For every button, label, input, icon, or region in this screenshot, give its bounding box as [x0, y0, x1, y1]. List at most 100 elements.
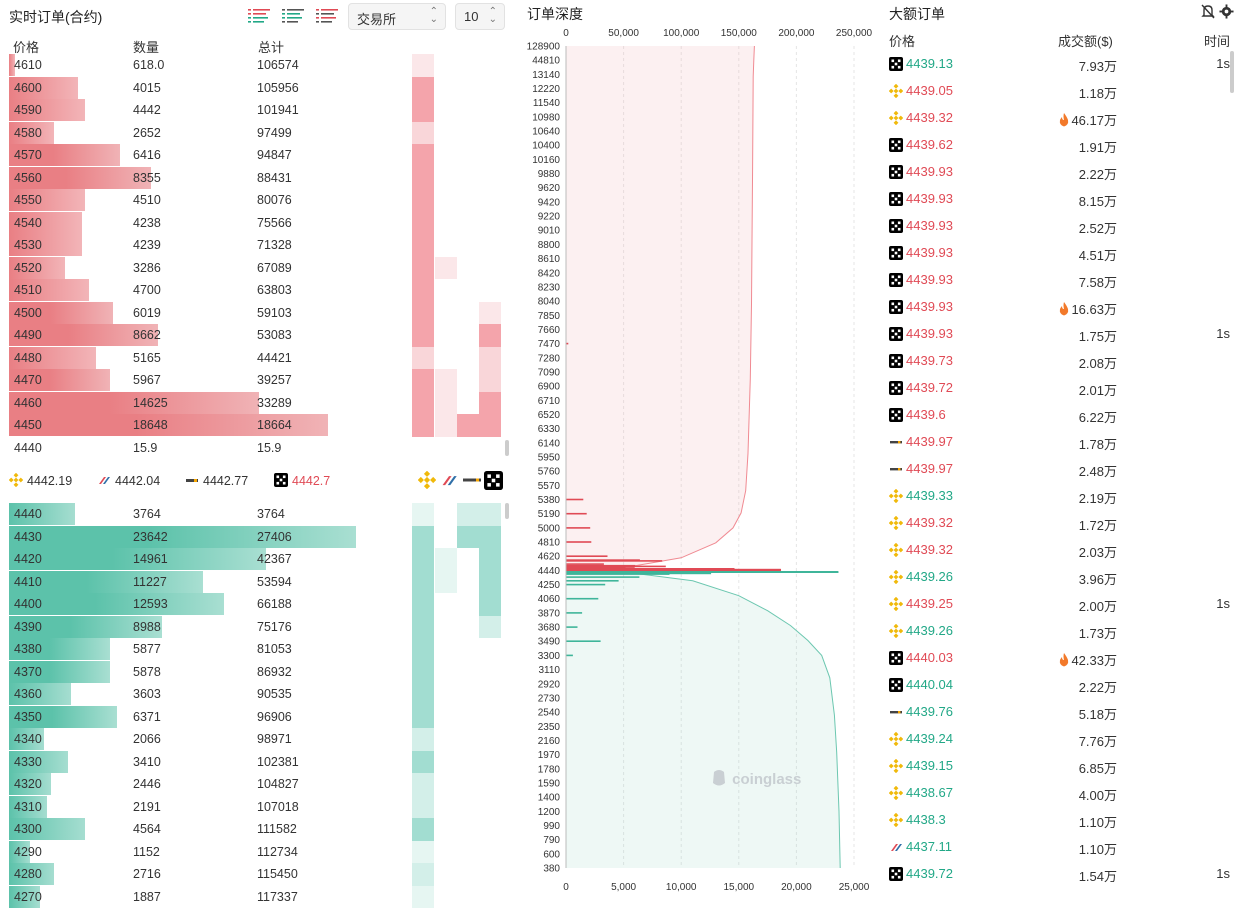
trade-row[interactable]: 4439.97 2.48万: [885, 456, 1244, 483]
bid-row[interactable]: 4340 2066 98971: [0, 728, 515, 751]
trade-row[interactable]: 4439.32 1.72万: [885, 510, 1244, 537]
ask-row[interactable]: 4490 8662 53083: [0, 324, 515, 347]
bid-row[interactable]: 4440 3764 3764: [0, 503, 515, 526]
view-both-icon[interactable]: [248, 7, 270, 25]
trade-row[interactable]: 4438.67 4.00万: [885, 780, 1244, 807]
trade-row[interactable]: 4439.93 2.22万: [885, 159, 1244, 186]
ask-row[interactable]: 4600 4015 105956: [0, 76, 515, 99]
ask-row[interactable]: 4590 4442 101941: [0, 99, 515, 122]
trade-row[interactable]: 4439.25 2.00万 1s: [885, 591, 1244, 618]
trades-scrollbar[interactable]: [1230, 51, 1234, 93]
ask-row[interactable]: 4510 4700 63803: [0, 279, 515, 302]
trade-row[interactable]: 4439.6 6.22万: [885, 402, 1244, 429]
trade-row[interactable]: 4439.62 1.91万: [885, 132, 1244, 159]
ask-depth-bar: [9, 189, 86, 211]
bid-row[interactable]: 4270 1887 117337: [0, 885, 515, 908]
trade-row[interactable]: 4439.72 2.01万: [885, 375, 1244, 402]
bid-row[interactable]: 4370 5878 86932: [0, 660, 515, 683]
bids-scrollbar[interactable]: [505, 503, 509, 519]
trade-row[interactable]: 4439.15 6.85万: [885, 753, 1244, 780]
depth-select[interactable]: 10 ⌃ ⌄: [455, 3, 505, 30]
y-tick-label: 6900: [538, 382, 561, 393]
trade-row[interactable]: 4439.93 4.51万: [885, 240, 1244, 267]
bid-row[interactable]: 4380 5877 81053: [0, 638, 515, 661]
trade-row[interactable]: 4440.04 2.22万: [885, 672, 1244, 699]
trade-row[interactable]: 4439.93 1.75万 1s: [885, 321, 1244, 348]
bid-price: 4310: [14, 799, 42, 814]
ask-row[interactable]: 4580 2652 97499: [0, 121, 515, 144]
ask-row[interactable]: 4440 15.9 15.9: [0, 437, 515, 460]
ask-row[interactable]: 4520 3286 67089: [0, 256, 515, 279]
exchange-heat-cell: [412, 593, 434, 616]
mid-price-value: 4442.04: [115, 474, 161, 488]
depth-chart[interactable]: 128900 44810 13140 12220 11540 10980 10640 1040…: [520, 0, 880, 913]
trade-row[interactable]: 4439.73 2.08万: [885, 348, 1244, 375]
trade-row[interactable]: 4437.11 1.10万: [885, 834, 1244, 861]
view-bids-icon[interactable]: [282, 7, 304, 25]
bid-row[interactable]: 4290 1152 112734: [0, 840, 515, 863]
trade-row[interactable]: 4439.93 7.58万: [885, 267, 1244, 294]
bid-row[interactable]: 4420 14961 42367: [0, 548, 515, 571]
bid-row[interactable]: 4280 2716 115450: [0, 863, 515, 886]
orderbook-title: 实时订单(合约): [9, 9, 103, 25]
bid-row[interactable]: 4350 6371 96906: [0, 705, 515, 728]
ask-row[interactable]: 4610 618.0 106574: [0, 54, 515, 77]
bid-total: 53594: [257, 574, 292, 589]
gear-icon[interactable]: [1219, 4, 1234, 19]
bid-row[interactable]: 4300 4564 111582: [0, 818, 515, 841]
trade-row[interactable]: 4439.32 2.03万: [885, 537, 1244, 564]
bid-row[interactable]: 4430 23642 27406: [0, 525, 515, 548]
trade-row[interactable]: 4440.03 42.33万: [885, 645, 1244, 672]
trade-row[interactable]: 4439.93 16.63万: [885, 294, 1244, 321]
trade-price: 4439.32: [906, 110, 953, 125]
ask-row[interactable]: 4480 5165 44421: [0, 346, 515, 369]
orderbook-panel: 实时订单(合约) 交易所 ⌃ ⌄ 10 ⌃ ⌄ 价格 数量 总计: [0, 0, 515, 913]
ask-row[interactable]: 4470 5967 39257: [0, 369, 515, 392]
asks-scrollbar[interactable]: [505, 440, 509, 456]
trade-row[interactable]: 4439.24 7.76万: [885, 726, 1244, 753]
depth-panel: 订单深度 128900 44810 13140 12220 11540 10980 1064…: [520, 0, 880, 913]
trade-row[interactable]: 4439.33 2.19万: [885, 483, 1244, 510]
trade-amount-value: 1.75万: [1078, 329, 1117, 344]
ask-row[interactable]: 4460 14625 33289: [0, 391, 515, 414]
ask-qty: 8662: [133, 328, 161, 342]
bid-row[interactable]: 4320 2446 104827: [0, 773, 515, 796]
trade-amount: 1.10万: [1079, 812, 1117, 831]
trade-row[interactable]: 4439.26 3.96万: [885, 564, 1244, 591]
trade-row[interactable]: 4439.13 7.93万 1s: [885, 51, 1244, 78]
y-tick-label: 9220: [538, 212, 561, 223]
ask-qty: 4015: [133, 80, 161, 95]
bid-row[interactable]: 4410 11227 53594: [0, 570, 515, 593]
ask-row[interactable]: 4570 6416 94847: [0, 144, 515, 167]
trade-amount-value: 1.18万: [1078, 86, 1117, 101]
trade-row[interactable]: 4439.05 1.18万: [885, 78, 1244, 105]
trade-row[interactable]: 4439.93 2.52万: [885, 213, 1244, 240]
y-tick-label: 2920: [538, 679, 561, 690]
trade-row[interactable]: 4439.72 1.54万 1s: [885, 861, 1244, 888]
ask-row[interactable]: 4540 4238 75566: [0, 211, 515, 234]
exchange-heat-cell: [412, 346, 434, 369]
trade-row[interactable]: 4439.76 5.18万: [885, 699, 1244, 726]
exchange-heat-cell: [412, 863, 434, 886]
trade-row[interactable]: 4439.32 46.17万: [885, 105, 1244, 132]
trade-row[interactable]: 4439.93 8.15万: [885, 186, 1244, 213]
trade-row[interactable]: 4439.97 1.78万: [885, 429, 1244, 456]
trade-row[interactable]: 4438.3 1.10万: [885, 807, 1244, 834]
bell-off-icon[interactable]: [1201, 4, 1215, 19]
ask-row[interactable]: 4500 6019 59103: [0, 301, 515, 324]
bid-row[interactable]: 4330 3410 102381: [0, 750, 515, 773]
exchange-select[interactable]: 交易所 ⌃ ⌄: [348, 3, 446, 30]
ask-row[interactable]: 4530 4239 71328: [0, 234, 515, 257]
ask-row[interactable]: 4450 18648 18664: [0, 414, 515, 437]
bid-depth-bar: [9, 525, 356, 548]
ask-row[interactable]: 4550 4510 80076: [0, 189, 515, 212]
trade-row[interactable]: 4439.26 1.73万: [885, 618, 1244, 645]
trade-amount-value: 1.54万: [1078, 869, 1117, 884]
bid-qty: 1152: [133, 844, 160, 859]
bid-row[interactable]: 4400 12593 66188: [0, 593, 515, 616]
view-asks-icon[interactable]: [316, 7, 338, 25]
bid-row[interactable]: 4310 2191 107018: [0, 795, 515, 818]
bid-row[interactable]: 4360 3603 90535: [0, 683, 515, 706]
ask-row[interactable]: 4560 8355 88431: [0, 166, 515, 189]
bid-row[interactable]: 4390 8988 75176: [0, 615, 515, 638]
